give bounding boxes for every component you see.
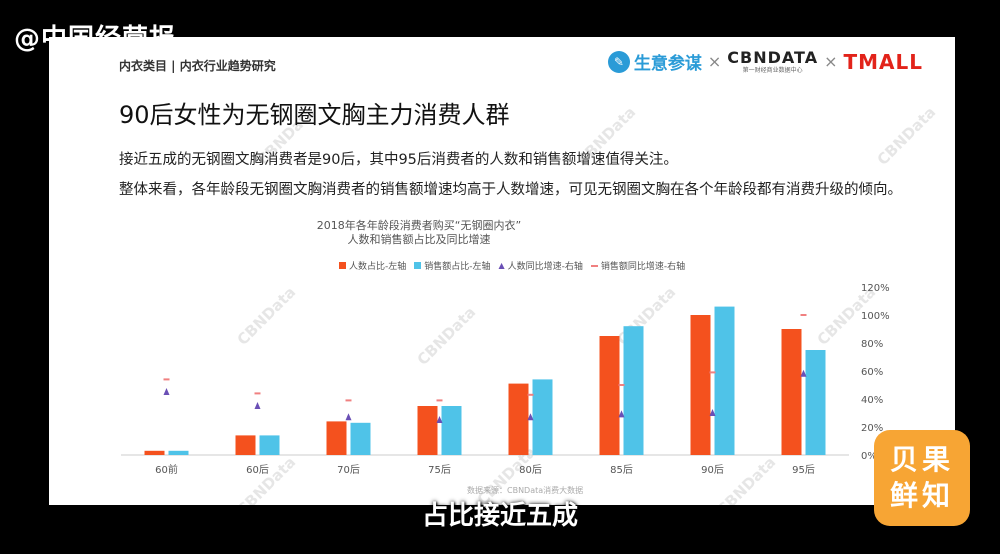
bar-sales-share — [805, 350, 826, 455]
y-right-tick-label: 20% — [861, 423, 883, 434]
paragraph-1: 接近五成的无钢圈文胸消费者是90后，其中95后消费者的人数和销售额增速值得关注。 — [119, 152, 678, 168]
legend-item-people-growth: ▲ 人数同比增速-右轴 — [499, 259, 583, 272]
paragraph-2: 整体来看，各年龄段无钢圈文胸消费者的销售额增速均高于人数增速，可见无钢圈文胸在各… — [119, 182, 902, 198]
slide: CBNData CBNData CBNData CBNData CBNData CBNDa… — [49, 37, 955, 505]
chart-canvas: 0% 20% 40% 60% 80% 100% 120% 60前 60后 70后 75后 80后 85后… — [121, 283, 890, 476]
shengyi-logo-text: 生意参谋 — [633, 54, 702, 74]
legend-swatch-blue — [414, 262, 422, 269]
legend-swatch-orange — [339, 262, 346, 269]
bar-sales-share — [350, 422, 371, 455]
badge-line-2: 鲜知 — [889, 479, 954, 512]
legend-label: 人数同比增速-右轴 — [507, 262, 583, 272]
brand-badge: 贝果 鲜知 — [874, 430, 970, 526]
x-tick-label: 85后 — [610, 464, 633, 476]
logo-bar: ✎ 生意参谋 × CBNDATA 第一财经商业数据中心 × TMALL — [607, 47, 923, 74]
y-right-tick-label: 120% — [861, 283, 890, 294]
x-tick-label: 60前 — [155, 463, 178, 476]
x-tick-label: 60后 — [246, 464, 269, 476]
video-subtitle: 占比接近五成 — [421, 501, 578, 531]
bar-people-share — [508, 383, 529, 455]
bar-sales-share — [532, 379, 553, 455]
y-right-tick-label: 60% — [861, 367, 883, 378]
compass-icon: ✎ — [607, 50, 630, 73]
bar-people-share — [599, 336, 620, 455]
legend-item-sales: 销售额占比-左轴 — [414, 259, 491, 272]
marker-people-growth — [254, 402, 261, 409]
marker-people-growth — [618, 410, 625, 418]
bar-people-share — [690, 315, 711, 455]
bar-sales-share — [168, 450, 189, 455]
x-tick-label: 70后 — [337, 464, 360, 476]
chart-subtitle: 人数和销售额占比及同比增速 — [347, 233, 491, 246]
bar-sales-share — [714, 306, 735, 455]
dash-icon — [590, 264, 598, 267]
cbndata-logo: CBNDATA 第一财经商业数据中心 — [727, 47, 819, 74]
y-right-tick-label: 80% — [861, 339, 883, 350]
bar-people-share — [417, 406, 438, 455]
slide-title: 90后女性为无钢圈文胸主力消费人群 — [119, 101, 510, 129]
x-tick-label: 75后 — [428, 464, 451, 476]
bar-sales-share — [259, 435, 280, 455]
marker-people-growth — [345, 413, 352, 421]
legend-item-sales-growth: 销售额同比增速-右轴 — [590, 259, 686, 272]
badge-line-1: 贝果 — [889, 443, 954, 476]
bar-sales-share — [441, 406, 462, 455]
cbndata-logo-subtext: 第一财经商业数据中心 — [742, 66, 803, 74]
bar-sales-share — [623, 326, 644, 455]
x-tick-label: 90后 — [701, 464, 724, 476]
bar-people-share — [781, 329, 802, 455]
marker-people-growth — [709, 409, 716, 416]
logo-separator: × — [707, 52, 722, 71]
bar-people-share — [144, 450, 165, 455]
breadcrumb: 内衣类目 | 内衣行业趋势研究 — [119, 59, 276, 73]
legend-label: 销售额占比-左轴 — [424, 262, 491, 272]
marker-people-growth — [800, 369, 807, 377]
logo-separator: × — [824, 52, 838, 71]
marker-people-growth — [163, 388, 170, 395]
bar-people-share — [326, 421, 347, 455]
shengyi-logo: ✎ 生意参谋 — [607, 49, 702, 74]
y-right-tick-label: 0% — [861, 451, 877, 462]
y-right-tick-label: 100% — [861, 311, 890, 322]
data-source: 数据来源：CBNData消费大数据 — [467, 486, 584, 495]
legend-item-people: 人数占比-左轴 — [339, 259, 406, 272]
marker-people-growth — [527, 413, 534, 421]
marker-people-growth — [436, 416, 443, 423]
legend-label: 销售额同比增速-右轴 — [600, 262, 686, 272]
x-tick-label: 80后 — [519, 464, 542, 476]
y-right-tick-label: 40% — [861, 395, 883, 406]
cbndata-logo-text: CBNDATA — [727, 47, 819, 67]
bar-people-share — [235, 435, 256, 455]
triangle-icon: ▲ — [498, 261, 505, 270]
tmall-logo: TMALL — [843, 49, 923, 74]
x-tick-label: 95后 — [792, 464, 815, 476]
legend-label: 人数占比-左轴 — [349, 262, 407, 272]
chart-title: 2018年各年龄段消费者购买“无钢圈内衣” — [316, 219, 522, 232]
chart-legend: 人数占比-左轴 销售额占比-左轴 ▲ 人数同比增速-右轴 销售额同比增速-右轴 — [339, 259, 685, 272]
